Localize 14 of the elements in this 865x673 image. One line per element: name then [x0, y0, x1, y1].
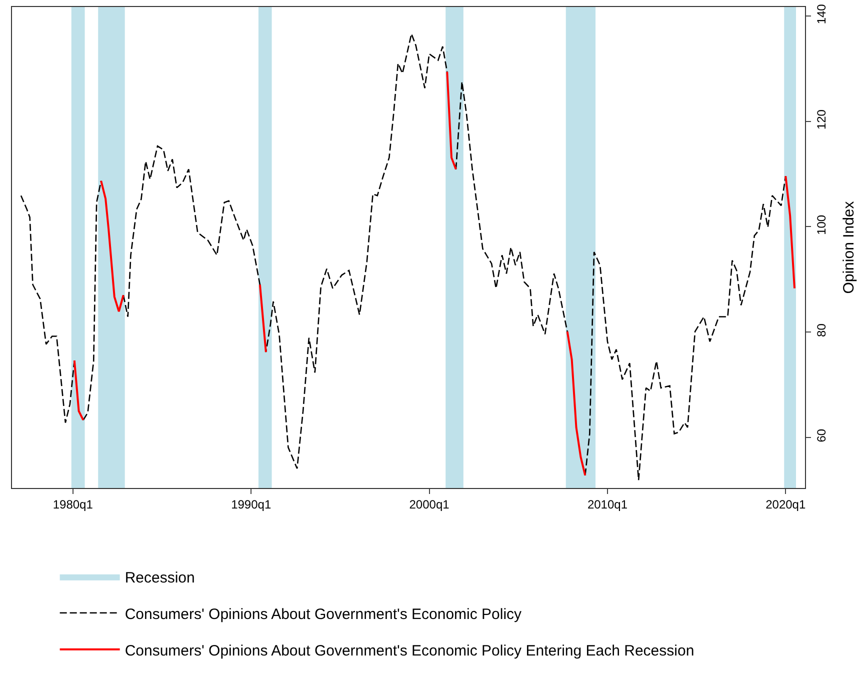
legend-label: Consumers' Opinions About Government's Economic Policy [124, 606, 522, 623]
y-tick-label: 140 [814, 4, 828, 24]
legend-label: Recession [124, 569, 195, 586]
y-tick-label: 120 [814, 109, 828, 130]
x-tick-label: 2000q1 [409, 497, 450, 512]
x-tick-label: 2010q1 [587, 497, 628, 512]
y-tick-label: 80 [814, 323, 828, 337]
legend-label: Consumers' Opinions About Government's Economic Policy Entering Each Recession [124, 642, 694, 660]
y-tick-label: 100 [814, 214, 828, 235]
x-tick-label: 2020q1 [766, 497, 806, 512]
y-axis-title: Opinion Index [840, 200, 858, 294]
x-tick-label: 1990q1 [231, 497, 272, 512]
x-tick-label: 1980q1 [52, 497, 94, 512]
y-tick-label: 60 [814, 428, 828, 442]
